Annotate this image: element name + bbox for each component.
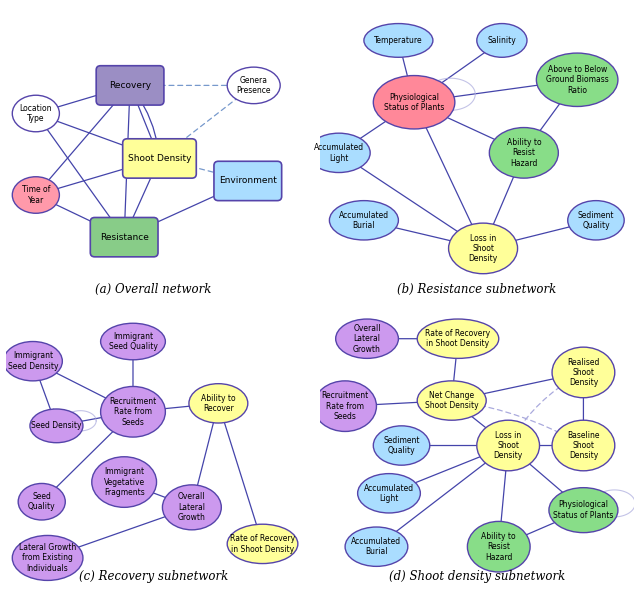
Text: Temperature: Temperature bbox=[374, 36, 422, 45]
Ellipse shape bbox=[3, 341, 62, 381]
Ellipse shape bbox=[552, 347, 615, 398]
Text: Loss in
Shoot
Density: Loss in Shoot Density bbox=[493, 431, 523, 460]
Text: (d) Shoot density subnetwork: (d) Shoot density subnetwork bbox=[388, 570, 565, 583]
Text: Accumulated
Light: Accumulated Light bbox=[314, 143, 364, 163]
Text: Physiological
Status of Plants: Physiological Status of Plants bbox=[553, 501, 614, 520]
Text: Overall
Lateral
Growth: Overall Lateral Growth bbox=[178, 492, 206, 522]
Text: Realised
Shoot
Density: Realised Shoot Density bbox=[567, 358, 600, 388]
Ellipse shape bbox=[477, 420, 540, 471]
Ellipse shape bbox=[490, 127, 558, 178]
Text: Ability to
Resist
Hazard: Ability to Resist Hazard bbox=[506, 138, 541, 168]
Ellipse shape bbox=[345, 527, 408, 566]
Text: Genera
Presence: Genera Presence bbox=[236, 76, 271, 95]
Text: Ability to
Recover: Ability to Recover bbox=[201, 393, 236, 413]
Text: Seed
Quality: Seed Quality bbox=[28, 492, 56, 511]
Text: Physiological
Status of Plants: Physiological Status of Plants bbox=[384, 93, 444, 112]
Ellipse shape bbox=[552, 420, 615, 471]
Ellipse shape bbox=[477, 23, 527, 57]
Ellipse shape bbox=[336, 319, 398, 358]
Text: Rate of Recovery
in Shoot Density: Rate of Recovery in Shoot Density bbox=[230, 534, 295, 554]
Ellipse shape bbox=[227, 524, 298, 563]
FancyBboxPatch shape bbox=[90, 218, 158, 257]
FancyBboxPatch shape bbox=[214, 161, 282, 201]
Ellipse shape bbox=[189, 384, 248, 423]
Text: Ability to
Resist
Hazard: Ability to Resist Hazard bbox=[481, 532, 516, 562]
Text: Recruitment
Rate from
Seeds: Recruitment Rate from Seeds bbox=[321, 391, 369, 421]
Text: (b) Resistance subnetwork: (b) Resistance subnetwork bbox=[397, 283, 556, 296]
Ellipse shape bbox=[549, 488, 618, 533]
Text: Location
Type: Location Type bbox=[20, 104, 52, 123]
Text: Sediment
Quality: Sediment Quality bbox=[383, 436, 420, 455]
Text: Immigrant
Seed Quality: Immigrant Seed Quality bbox=[109, 332, 157, 351]
Text: Baseline
Shoot
Density: Baseline Shoot Density bbox=[567, 431, 600, 460]
Text: Resistance: Resistance bbox=[100, 233, 148, 242]
Text: Rate of Recovery
in Shoot Density: Rate of Recovery in Shoot Density bbox=[426, 329, 490, 349]
Ellipse shape bbox=[100, 386, 165, 437]
Text: Sediment
Quality: Sediment Quality bbox=[578, 210, 614, 230]
Ellipse shape bbox=[100, 324, 165, 360]
FancyBboxPatch shape bbox=[123, 139, 196, 178]
Ellipse shape bbox=[536, 53, 618, 106]
Ellipse shape bbox=[358, 474, 420, 513]
Text: Immigrant
Vegetative
Fragments: Immigrant Vegetative Fragments bbox=[104, 467, 145, 497]
Text: Accumulated
Light: Accumulated Light bbox=[364, 484, 414, 503]
Ellipse shape bbox=[373, 426, 430, 465]
Ellipse shape bbox=[227, 67, 280, 103]
Ellipse shape bbox=[163, 485, 221, 530]
Ellipse shape bbox=[307, 133, 370, 172]
Text: (c) Recovery subnetwork: (c) Recovery subnetwork bbox=[79, 570, 228, 583]
Text: Overall
Lateral
Growth: Overall Lateral Growth bbox=[353, 324, 381, 353]
Text: (a) Overall network: (a) Overall network bbox=[95, 283, 212, 296]
Text: Environment: Environment bbox=[219, 176, 276, 185]
Text: Recruitment
Rate from
Seeds: Recruitment Rate from Seeds bbox=[109, 397, 157, 427]
Ellipse shape bbox=[568, 200, 624, 240]
Text: Shoot Density: Shoot Density bbox=[128, 154, 191, 163]
Ellipse shape bbox=[467, 521, 530, 572]
Ellipse shape bbox=[364, 23, 433, 57]
Text: Lateral Growth
from Existing
Individuals: Lateral Growth from Existing Individuals bbox=[19, 543, 76, 573]
Ellipse shape bbox=[12, 535, 83, 581]
Ellipse shape bbox=[417, 381, 486, 420]
Ellipse shape bbox=[373, 75, 455, 129]
Ellipse shape bbox=[18, 483, 65, 520]
Text: Net Change
Shoot Density: Net Change Shoot Density bbox=[425, 391, 479, 410]
Text: Immigrant
Seed Density: Immigrant Seed Density bbox=[8, 352, 58, 371]
Ellipse shape bbox=[417, 319, 499, 358]
Ellipse shape bbox=[30, 409, 83, 443]
Text: Recovery: Recovery bbox=[109, 81, 151, 90]
Text: Seed Density: Seed Density bbox=[31, 422, 82, 431]
Text: Accumulated
Burial: Accumulated Burial bbox=[351, 537, 401, 556]
Ellipse shape bbox=[449, 223, 518, 274]
Ellipse shape bbox=[12, 177, 60, 213]
Text: Loss in
Shoot
Density: Loss in Shoot Density bbox=[468, 233, 498, 263]
Ellipse shape bbox=[12, 95, 60, 132]
Ellipse shape bbox=[330, 200, 398, 240]
Ellipse shape bbox=[314, 381, 376, 432]
Text: Accumulated
Burial: Accumulated Burial bbox=[339, 210, 389, 230]
FancyBboxPatch shape bbox=[96, 66, 164, 105]
Text: Above to Below
Ground Biomass
Ratio: Above to Below Ground Biomass Ratio bbox=[546, 65, 609, 94]
Text: Salinity: Salinity bbox=[488, 36, 516, 45]
Ellipse shape bbox=[92, 457, 157, 507]
Text: Time of
Year: Time of Year bbox=[22, 185, 50, 205]
